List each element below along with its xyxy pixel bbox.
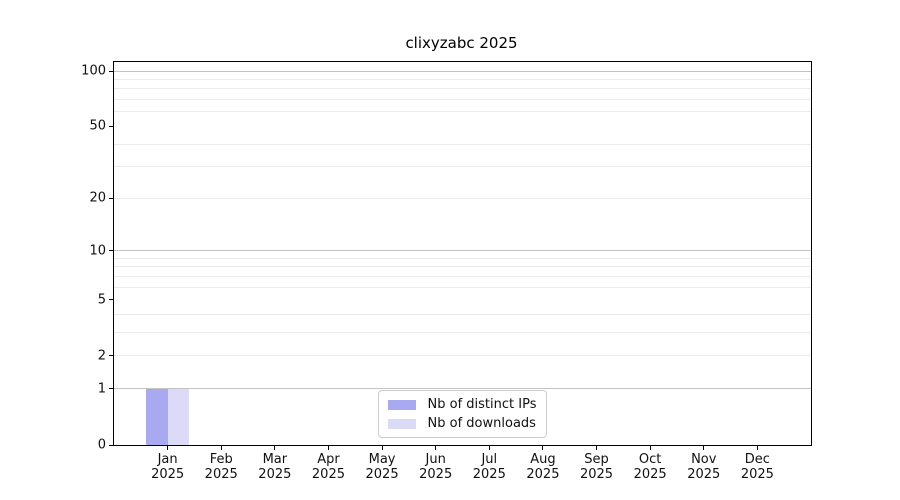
year-label: 2025 [633,467,667,483]
year-label: 2025 [419,467,453,483]
x-axis-tick-label-aug: Aug 2025 [526,452,559,483]
y-axis-tick-label: 100 [81,63,106,79]
x-axis-tick [756,445,758,450]
month-label: Feb [209,452,233,467]
minor-gridline [114,99,811,101]
minor-gridline [114,266,811,268]
minor-gridline [114,143,811,145]
y-axis-tick-label: 50 [89,118,106,134]
legend-entry: Nb of downloads [387,416,537,431]
x-axis-tick [274,445,276,450]
y-axis-tick-label: 10 [89,243,106,259]
year-label: 2025 [365,467,399,483]
x-axis-tick-label-oct: Oct 2025 [634,452,667,483]
x-axis-tick-label-dec: Dec 2025 [741,452,774,483]
x-axis-tick-label-nov: Nov 2025 [687,452,720,483]
month-label: Jul [481,452,498,467]
minor-gridline [114,197,811,199]
x-axis-tick-label-jun: Jun 2025 [419,452,452,483]
x-axis-tick-label-apr: Apr 2025 [312,452,345,483]
month-label: May [368,452,396,467]
year-label: 2025 [472,467,506,483]
year-label: 2025 [526,467,560,483]
x-axis-tick-label-jan: Jan 2025 [151,452,184,483]
x-axis-tick-label-mar: Mar 2025 [258,452,291,483]
x-axis-tick [167,445,169,450]
legend-entry: Nb of distinct IPs [387,397,537,412]
minor-gridline [114,286,811,288]
y-axis-tick-label: 5 [97,292,106,308]
year-label: 2025 [204,467,238,483]
year-label: 2025 [258,467,292,483]
month-label: Aug [530,452,556,467]
plot-area: 0 1 2 5 10 20 50 100 Jan 2025 Feb 2025 Mar 2025 Apr 202… [81,61,812,482]
bar-nb-of-distinct-ips-jan [146,388,168,445]
month-label: Sep [584,452,609,467]
x-axis-tick [488,445,490,450]
month-label: Oct [638,452,662,467]
minor-gridline [114,79,811,81]
minor-gridline [114,314,811,316]
x-axis-tick [327,445,329,450]
x-axis-tick-label-sep: Sep 2025 [580,452,613,483]
minor-gridline [114,276,811,278]
y-axis-tick [109,125,114,127]
major-gridline [114,388,811,390]
y-axis-tick-label: 1 [97,381,106,397]
minor-gridline [114,166,811,168]
minor-gridline [114,88,811,90]
major-gridline [114,250,811,252]
x-axis-tick [435,445,437,450]
x-axis-tick-label-feb: Feb 2025 [205,452,238,483]
y-axis-tick [109,355,114,357]
y-axis-tick-label: 2 [97,348,106,364]
legend-swatch-downloads [387,418,416,429]
x-axis-tick [220,445,222,450]
year-label: 2025 [579,467,614,483]
x-axis-tick [703,445,705,450]
x-axis-tick [381,445,383,450]
legend-label-downloads: Nb of downloads [427,416,536,431]
x-axis-tick [542,445,544,450]
bar-nb-of-downloads-jan [167,388,190,445]
legend-swatch-distinct-ips [387,399,416,410]
x-axis-tick-label-may: May 2025 [366,452,399,483]
month-label: Dec [744,452,770,467]
year-label: 2025 [740,467,774,483]
y-axis-tick-label: 20 [89,190,106,206]
y-axis-tick [109,444,114,446]
chart-title: clixyzabc 2025 [405,34,518,52]
year-label: 2025 [151,467,185,483]
legend-label-distinct-ips: Nb of distinct IPs [427,397,537,412]
month-label: Jan [157,452,178,467]
y-axis-tick [109,388,114,390]
month-label: Jun [425,452,446,467]
minor-gridline [114,257,811,259]
y-axis-tick [109,250,114,252]
minor-gridline [114,355,811,357]
x-axis-tick [649,445,651,450]
x-axis-tick [596,445,598,450]
y-axis-tick-label: 0 [97,437,106,453]
month-label: Apr [317,452,340,467]
y-axis-tick [109,197,114,199]
y-axis-tick [109,299,114,301]
y-axis-tick [109,70,114,72]
minor-gridline [114,332,811,334]
year-label: 2025 [311,467,345,483]
year-label: 2025 [687,467,721,483]
legend: Nb of distinct IPs Nb of downloads [377,390,548,438]
major-gridline [114,70,811,72]
x-axis-tick-label-jul: Jul 2025 [473,452,506,483]
minor-gridline [114,111,811,113]
month-label: Nov [691,452,717,467]
month-label: Mar [262,452,288,467]
